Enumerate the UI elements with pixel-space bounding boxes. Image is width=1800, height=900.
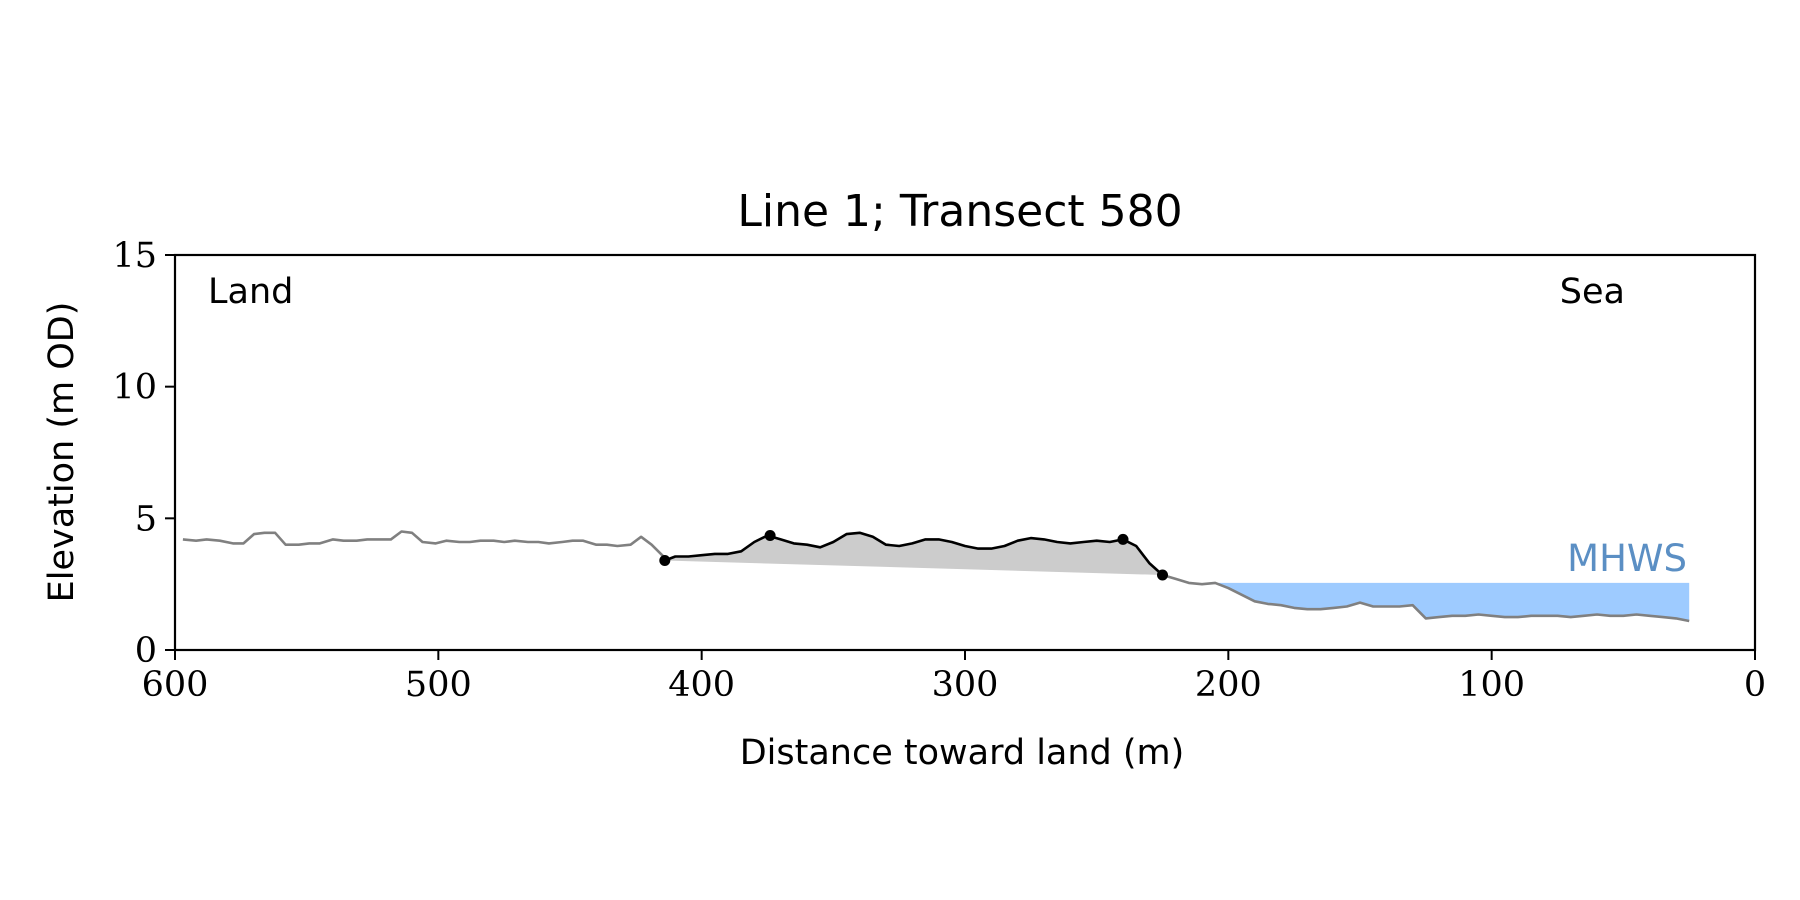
x-tick-label: 600 [142,665,209,705]
land-label: Land [208,272,293,312]
plot-area [182,530,1690,623]
y-tick-label: 0 [135,631,157,671]
y-tick-label: 10 [112,368,157,408]
profile-line-seaward [1162,573,1690,623]
x-tick-label: 100 [1458,665,1525,705]
dune-marker [1157,569,1168,581]
x-axis-label: Distance toward land (m) [740,733,1185,773]
chart-title: Line 1; Transect 580 [737,186,1182,237]
x-tick-label: 400 [668,665,735,705]
y-tick-label: 15 [112,236,157,276]
x-tick-label: 500 [405,665,472,705]
x-tick-label: 300 [932,665,999,705]
x-tick-label: 200 [1195,665,1262,705]
dune-marker [764,530,776,541]
axis-ticks: 600 500 400 300 200 100 0 0 5 10 15 [112,236,1766,705]
dune-marker [1117,533,1129,545]
dune-profile-line [664,531,1164,576]
y-axis-label: Elevation (m OD) [42,302,82,603]
sea-label: Sea [1560,272,1625,312]
dune-volume-fill [664,532,1163,575]
mhws-water-fill [1215,582,1690,621]
dune-marker [659,555,671,566]
mhws-label: MHWS [1567,537,1687,580]
y-tick-label: 5 [135,499,157,539]
x-tick-label: 0 [1744,665,1766,705]
profile-line-landward [182,530,666,559]
